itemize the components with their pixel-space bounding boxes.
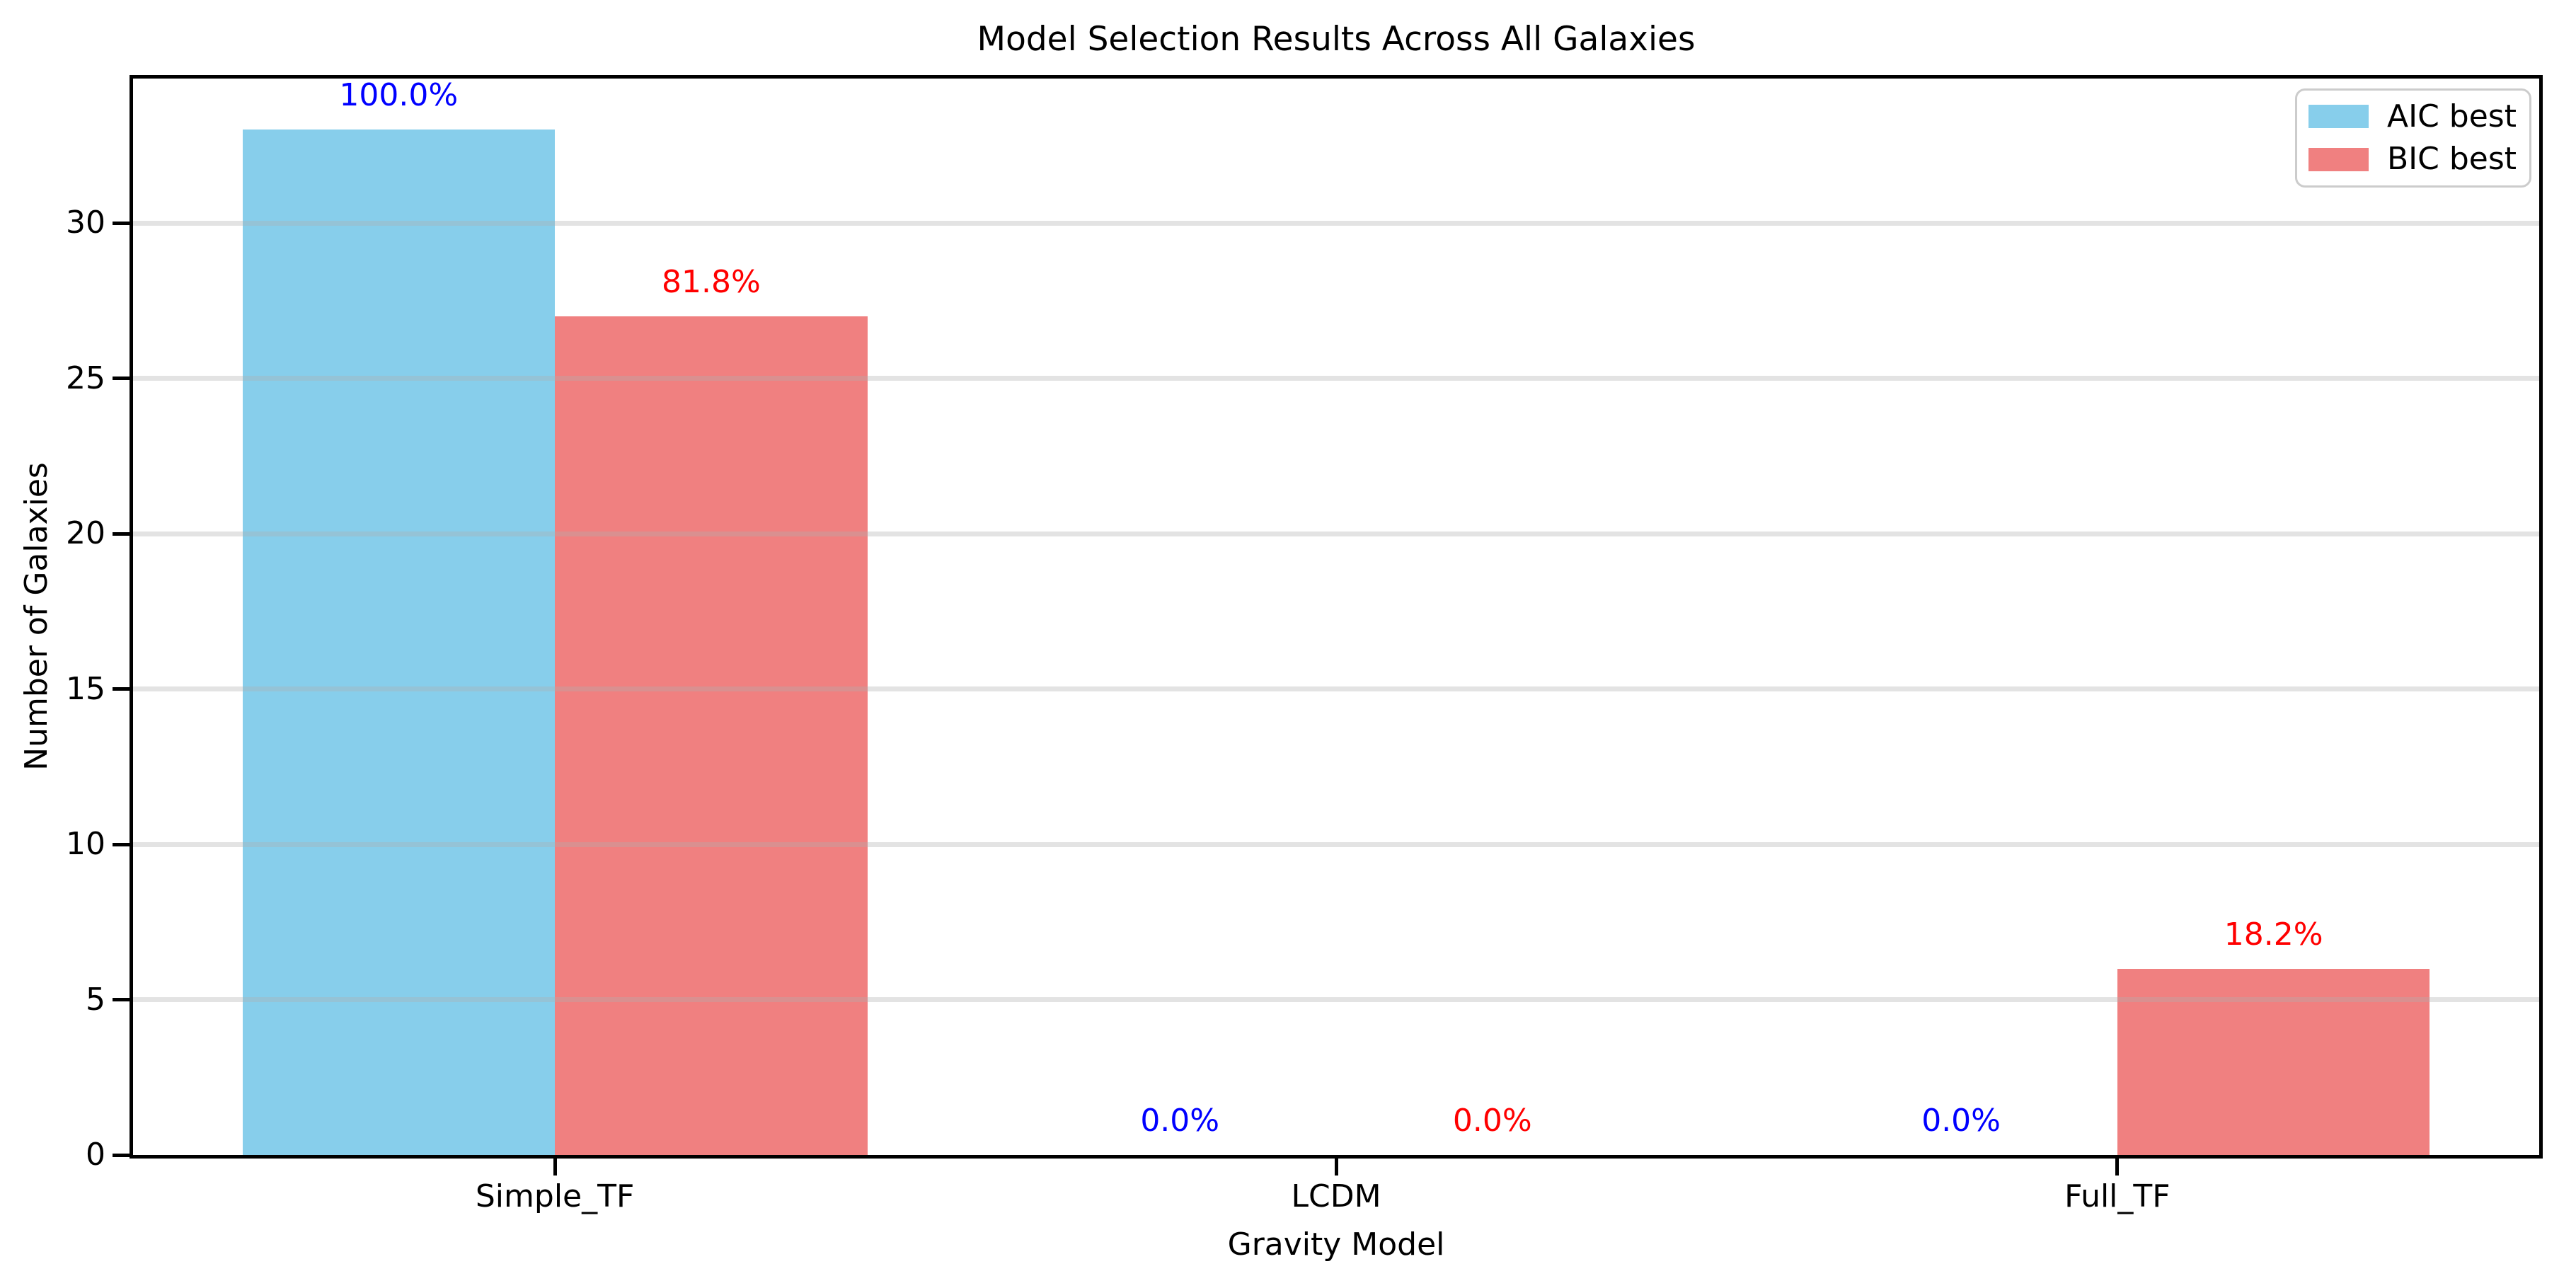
y-axis-label: Number of Galaxies — [18, 462, 54, 771]
bar-label: 0.0% — [1921, 1103, 2001, 1139]
y-tick-mark — [113, 221, 130, 225]
legend-label-aic-best: AIC best — [2387, 98, 2517, 134]
x-tick-label-lcdm: LCDM — [1291, 1178, 1381, 1214]
bar-bic-simple_tf — [555, 316, 868, 1155]
x-tick-label-full_tf: Full_TF — [2064, 1178, 2170, 1214]
bar-label: 0.0% — [1452, 1103, 1532, 1139]
bar-label: 100.0% — [339, 77, 459, 114]
y-tick-label: 5 — [86, 981, 105, 1018]
y-tick-mark — [113, 531, 130, 536]
x-tick-mark — [2115, 1159, 2120, 1176]
plot-area: 100.0% 0.0% 0.0% 81.8% 0.0% 18.2% — [130, 75, 2543, 1159]
y-tick-label: 0 — [86, 1137, 105, 1173]
x-tick-label-simple_tf: Simple_TF — [475, 1178, 635, 1214]
y-tick-mark — [113, 377, 130, 381]
gridline — [133, 997, 2539, 1003]
gridline — [133, 531, 2539, 536]
gridline — [133, 686, 2539, 692]
gridline — [133, 220, 2539, 226]
y-tick-mark — [113, 842, 130, 846]
legend-item-bic-best: BIC best — [2297, 142, 2529, 176]
y-tick-label: 30 — [66, 205, 105, 241]
chart-title: Model Selection Results Across All Galax… — [977, 20, 1696, 59]
bar-bic-full_tf — [2117, 968, 2430, 1155]
legend-swatch-aic-best — [2308, 105, 2369, 129]
legend-item-aic-best: AIC best — [2297, 98, 2529, 134]
bar-label: 0.0% — [1140, 1103, 1220, 1139]
legend-swatch-bic-best — [2308, 147, 2369, 171]
y-tick-label: 15 — [66, 670, 105, 707]
x-axis-label: Gravity Model — [1227, 1226, 1445, 1263]
bar-label: 18.2% — [2224, 916, 2323, 953]
gridline — [133, 376, 2539, 381]
y-tick-mark — [113, 998, 130, 1002]
x-tick-mark — [1334, 1159, 1338, 1176]
bar-label: 81.8% — [661, 263, 761, 300]
gridline — [133, 841, 2539, 847]
y-tick-mark — [113, 1153, 130, 1157]
y-tick-label: 20 — [66, 515, 105, 552]
x-tick-mark — [553, 1159, 557, 1176]
bar-aic-simple_tf — [242, 130, 556, 1155]
y-tick-label: 10 — [66, 826, 105, 863]
y-tick-label: 25 — [66, 360, 105, 396]
legend: AIC best BIC best — [2295, 88, 2531, 188]
legend-label-bic-best: BIC best — [2387, 141, 2517, 178]
y-tick-mark — [113, 687, 130, 691]
